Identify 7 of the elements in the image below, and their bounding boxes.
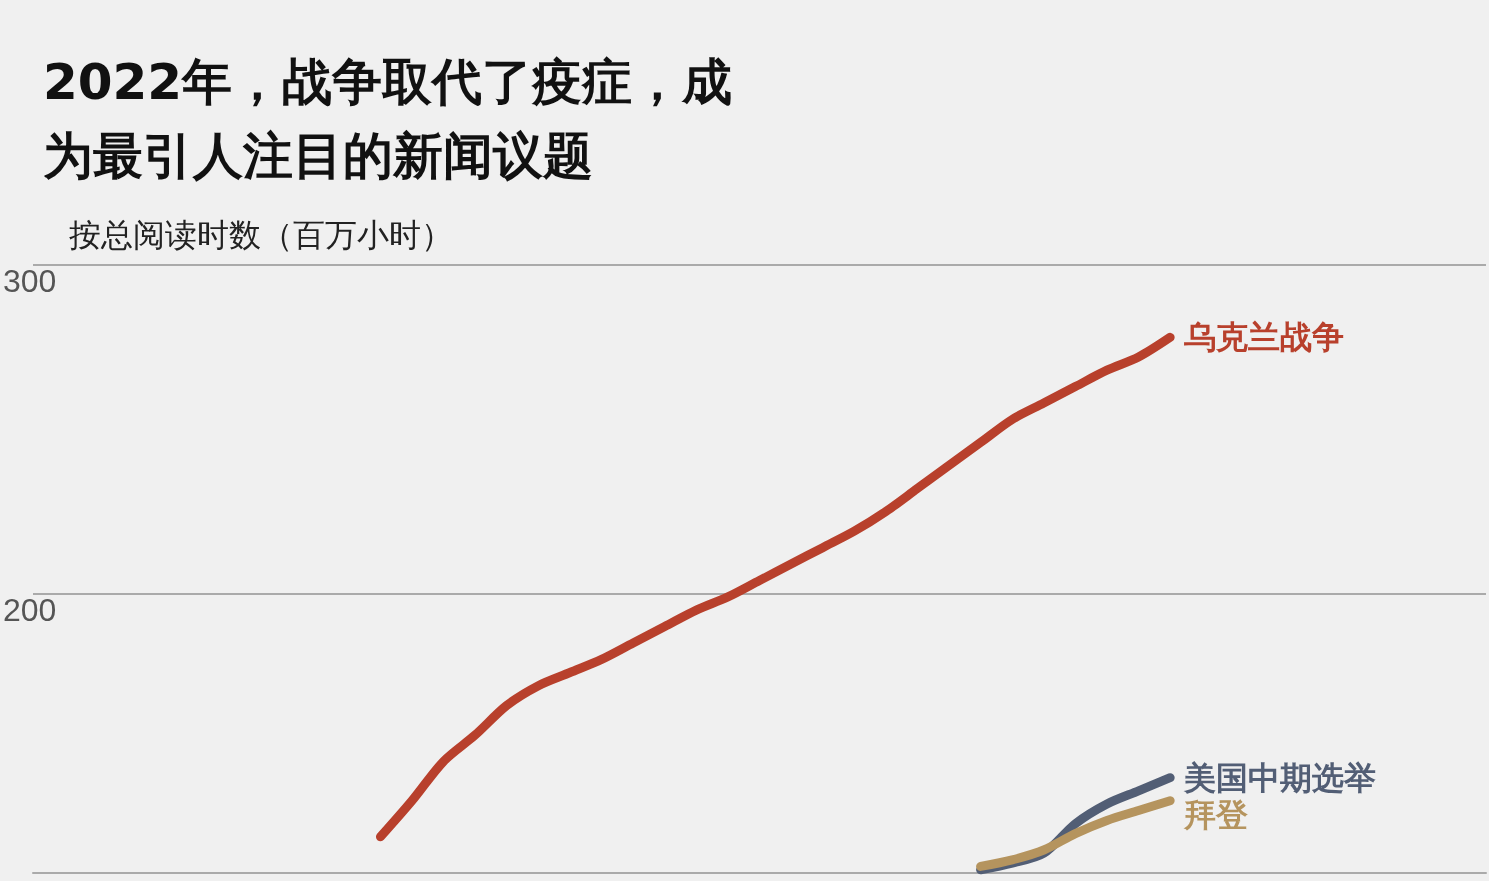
series-label: 乌克兰战争	[1183, 318, 1345, 357]
chart-title: 2022年，战争取代了疫症，成为最引人注目的新闻议题	[43, 53, 733, 185]
series-label: 美国中期选举	[1183, 758, 1377, 797]
series-label: 拜登	[1183, 795, 1249, 834]
y-tick-label: 300	[3, 263, 57, 299]
y-tick-label: 200	[3, 591, 57, 628]
y-axis-title: 按总阅读时数（百万小时）	[69, 216, 453, 254]
